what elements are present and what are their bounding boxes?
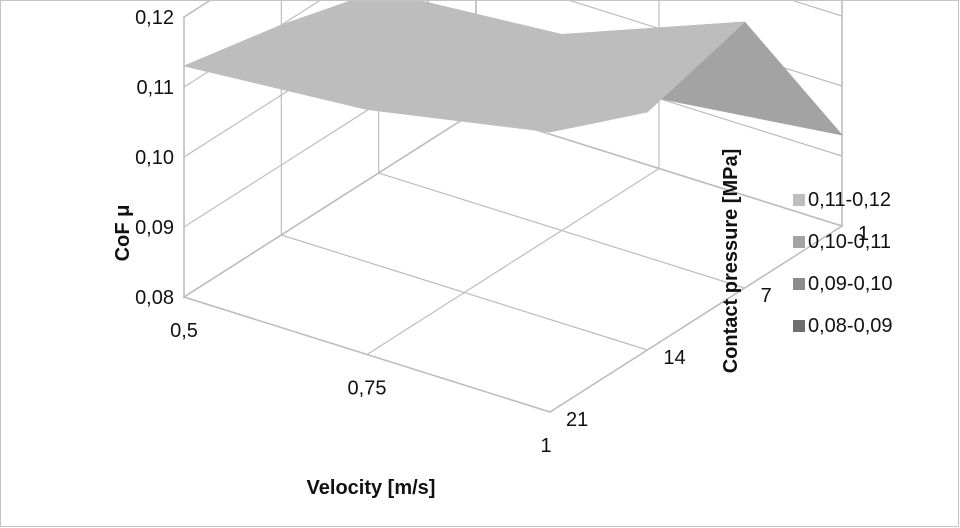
legend-swatch	[793, 194, 805, 206]
x-tick-label: 1	[540, 435, 551, 457]
y-tick-label: 21	[566, 409, 588, 431]
x-axis-ticks: 0,5 0,75 1	[170, 320, 551, 457]
surface-facet	[183, 24, 368, 110]
floor-gridline	[549, 225, 843, 413]
legend-swatch	[793, 278, 805, 290]
surface	[183, 1, 843, 136]
y-tick-label: 7	[761, 285, 772, 307]
y-tick-label: 1	[858, 223, 869, 245]
floor-gridline	[378, 172, 745, 289]
x-axis-title: Velocity [m/s]	[307, 477, 436, 499]
legend-label: 0,09-0,10	[808, 273, 893, 295]
floor-gridline	[366, 167, 660, 356]
x-tick-label: 0,5	[170, 320, 198, 342]
floor-gridline	[183, 110, 477, 298]
floor-gridline	[183, 296, 551, 413]
z-tick-label: 0,09	[135, 217, 174, 239]
legend-label: 0,10-0,11	[808, 231, 891, 253]
z-tick-label: 0,12	[135, 7, 174, 29]
y-tick-label: 14	[663, 347, 685, 369]
surface-facet	[366, 19, 551, 133]
z-axis-ticks: 0,08 0,09 0,10 0,11 0,12	[135, 7, 174, 309]
legend: 0,11-0,12 0,10-0,11 0,09-0,10 0,08-0,09	[793, 189, 893, 337]
z-tick-label: 0,10	[135, 147, 174, 169]
y-axis-ticks: 1 7 14 21	[566, 223, 869, 431]
legend-swatch	[793, 320, 805, 332]
z-axis-title: CoF μ	[112, 205, 134, 262]
legend-swatch	[793, 236, 805, 248]
y-axis-title: Contact pressure [MPa]	[720, 149, 742, 374]
legend-label: 0,08-0,09	[808, 315, 893, 337]
z-tick-label: 0,08	[135, 287, 174, 309]
z-tick-label: 0,11	[137, 77, 174, 99]
legend-label: 0,11-0,12	[808, 189, 891, 211]
x-tick-label: 0,75	[348, 378, 387, 400]
floor-gridline	[281, 234, 648, 351]
